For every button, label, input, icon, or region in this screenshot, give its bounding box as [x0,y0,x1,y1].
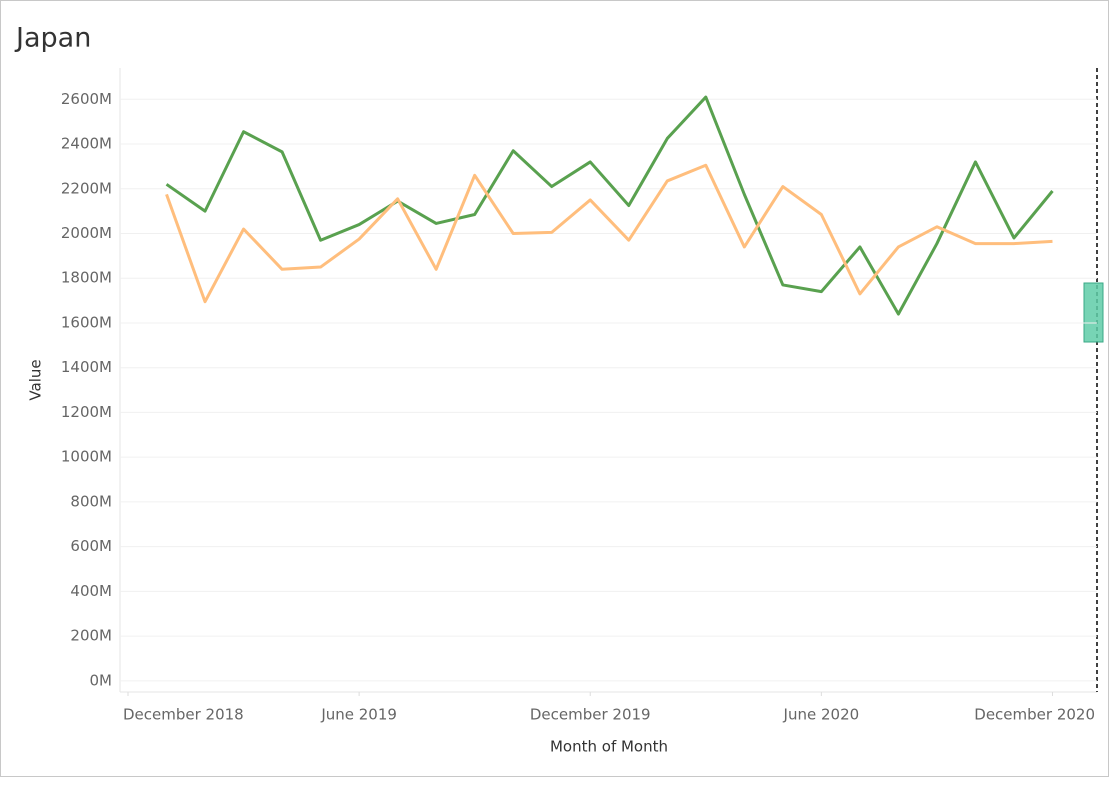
x-tick-label: December 2020 [974,706,1095,724]
handle [1083,282,1104,343]
y-tick-label: 2400M [61,135,112,153]
x-tick-label: December 2018 [123,706,244,724]
y-tick-label: 1200M [61,403,112,421]
y-tick-label: 0M [90,671,113,689]
y-tick-label: 2000M [61,224,112,242]
y-tick-label: 1600M [61,313,112,331]
chart-title: Japan [14,23,91,54]
x-tick-label: June 2019 [320,706,397,724]
x-tick-label: June 2020 [783,706,860,724]
y-tick-label: 1800M [61,269,112,287]
y-tick-label: 200M [70,627,112,645]
x-axis-label: Month of Month [550,738,668,756]
y-tick-label: 600M [70,537,112,555]
x-tick-label: December 2019 [530,706,651,724]
series-line [165,95,1054,316]
y-tick-label: 800M [70,492,112,510]
y-tick-label: 400M [70,582,112,600]
y-tick-label: 2600M [61,90,112,108]
y-tick-label: 1000M [61,448,112,466]
y-axis-label: Value [27,359,45,400]
y-tick-label: 2200M [61,179,112,197]
y-tick-label: 1400M [61,358,112,376]
series-line [165,163,1053,304]
